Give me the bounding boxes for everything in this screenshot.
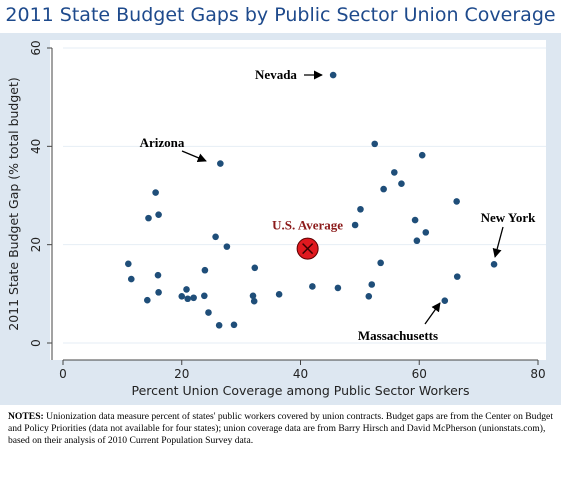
data-point xyxy=(309,283,316,290)
chart-title: 2011 State Budget Gaps by Public Sector … xyxy=(5,4,556,26)
annotations: Nevada Arizona New York Massachusetts xyxy=(140,67,537,343)
data-point xyxy=(357,205,364,213)
data-point xyxy=(490,261,498,268)
y-tick-label: 60 xyxy=(29,40,43,55)
data-point xyxy=(329,71,337,79)
gridlines xyxy=(63,47,546,344)
data-point xyxy=(152,189,159,196)
data-point xyxy=(178,292,186,300)
annotation-arrow xyxy=(181,150,207,163)
data-point xyxy=(380,185,387,193)
us-average-cross xyxy=(302,243,314,255)
notes-label: NOTES: xyxy=(8,411,44,422)
data-point xyxy=(154,271,162,279)
data-point xyxy=(418,151,426,159)
data-point xyxy=(230,321,238,329)
data-point xyxy=(201,292,208,300)
data-point xyxy=(212,233,219,241)
x-tick-label: 40 xyxy=(293,367,308,381)
chart-notes: NOTES: Unionization data measure percent… xyxy=(8,411,556,447)
axes xyxy=(47,47,539,365)
data-point xyxy=(155,211,162,218)
data-point xyxy=(422,229,430,236)
data-point xyxy=(223,243,231,250)
data-point xyxy=(144,296,151,304)
annotation-arrow xyxy=(424,302,441,325)
data-point xyxy=(411,216,419,224)
data-point xyxy=(217,160,224,167)
data-point xyxy=(145,214,152,222)
data-point xyxy=(377,259,384,267)
data-point xyxy=(365,292,373,300)
annotation-arrow xyxy=(492,226,504,258)
annotation-label: New York xyxy=(481,210,537,225)
data-points xyxy=(125,71,498,329)
annotation-label: Arizona xyxy=(140,135,185,150)
data-point xyxy=(251,264,259,272)
data-point xyxy=(334,284,342,292)
data-point xyxy=(441,297,449,305)
data-point xyxy=(371,140,379,148)
data-point xyxy=(183,286,190,293)
x-tick-label: 60 xyxy=(412,367,427,381)
data-point xyxy=(215,322,223,329)
data-point xyxy=(453,198,460,205)
annotation-label: Nevada xyxy=(255,67,297,82)
data-point xyxy=(205,309,212,316)
x-tick-label: 0 xyxy=(59,367,67,381)
notes-text: Unionization data measure percent of sta… xyxy=(8,411,553,446)
chart-panel: 0 20 40 60 0 20 40 60 80 U.S. Average Nevada Ariz… xyxy=(0,33,561,405)
us-average-label: U.S. Average xyxy=(272,218,343,233)
data-point xyxy=(413,237,421,245)
data-point xyxy=(125,260,132,268)
x-axis-label: Percent Union Coverage among Public Sect… xyxy=(132,383,470,398)
annotation-label: Massachusetts xyxy=(358,328,438,343)
data-point xyxy=(275,291,283,298)
data-point xyxy=(453,273,461,280)
y-tick-label: 0 xyxy=(29,339,43,347)
data-point xyxy=(190,294,197,302)
data-point xyxy=(351,221,359,229)
data-point xyxy=(368,281,376,288)
data-point xyxy=(127,275,135,283)
y-tick-label: 40 xyxy=(29,139,43,154)
y-axis-label: 2011 State Budget Gap (% total budget) xyxy=(6,77,21,331)
data-point xyxy=(249,292,257,300)
plot-area xyxy=(50,40,546,360)
scatter-chart: 0 20 40 60 0 20 40 60 80 U.S. Average Nevada Ariz… xyxy=(6,40,546,398)
x-tick-label: 80 xyxy=(530,367,545,381)
data-point xyxy=(398,180,405,187)
data-point xyxy=(201,266,209,274)
data-point xyxy=(391,169,398,176)
tick-labels: 0 20 40 60 0 20 40 60 80 xyxy=(29,40,546,381)
data-point xyxy=(184,295,191,303)
data-point xyxy=(155,289,162,296)
x-tick-label: 20 xyxy=(174,367,189,381)
us-average-marker: U.S. Average xyxy=(272,218,343,260)
y-tick-label: 20 xyxy=(29,237,43,252)
data-point xyxy=(250,297,258,305)
